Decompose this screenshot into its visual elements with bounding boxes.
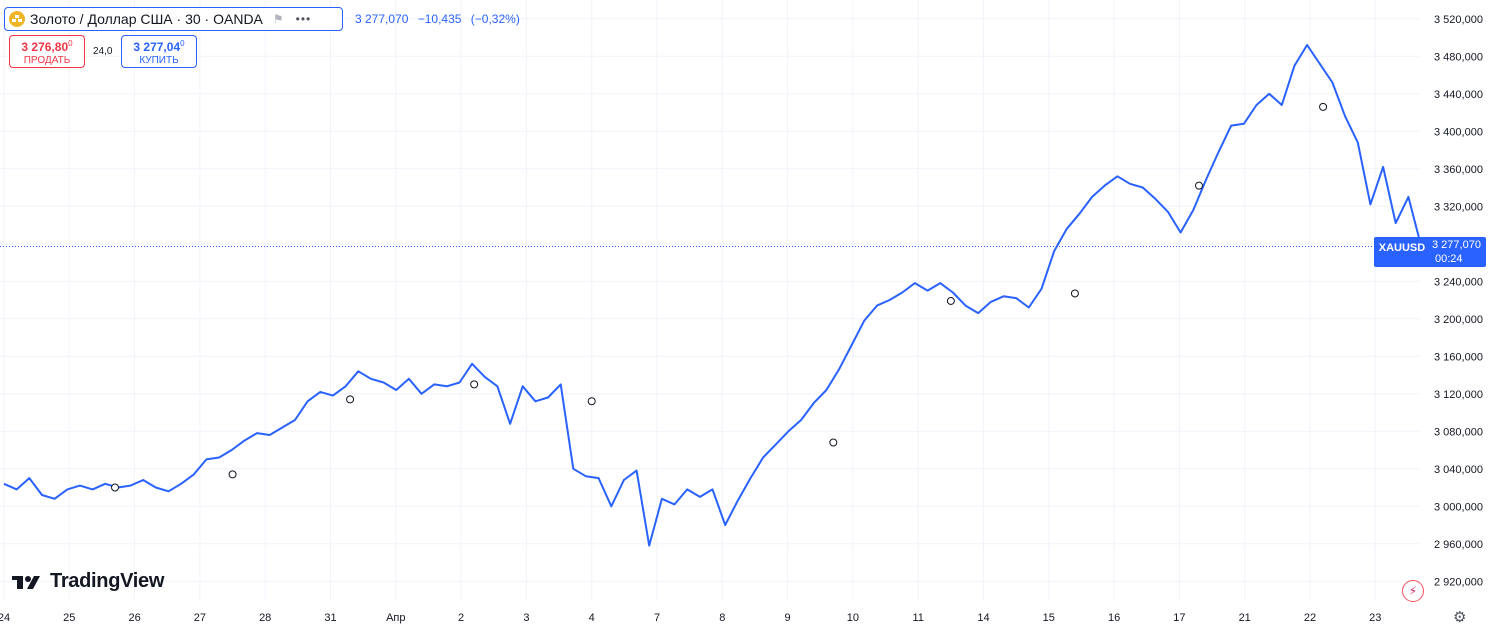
price-tick-label: 3 520,000 bbox=[1434, 14, 1483, 26]
time-tick-label: 23 bbox=[1369, 612, 1381, 624]
symbol-header[interactable]: Золото / Доллар США · 30 · OANDA ⚑ ••• bbox=[4, 7, 343, 31]
last-price: 3 277,070 bbox=[355, 12, 409, 26]
price-tick-label: 3 320,000 bbox=[1434, 201, 1483, 213]
event-marker bbox=[228, 470, 237, 479]
sell-price-fraction: 0 bbox=[68, 39, 73, 48]
time-tick-label: 9 bbox=[785, 612, 791, 624]
symbol-title: Золото / Доллар США · 30 · OANDA bbox=[30, 11, 263, 27]
price-tick-label: 3 080,000 bbox=[1434, 426, 1483, 438]
last-price-tag-value: 3 277,070 bbox=[1432, 239, 1481, 251]
gear-icon[interactable]: ⚙ bbox=[1453, 609, 1467, 626]
time-tick-label: 3 bbox=[523, 612, 529, 624]
price-line-series bbox=[3, 44, 1422, 547]
tradingview-logo-icon bbox=[12, 575, 40, 589]
event-marker bbox=[1194, 181, 1203, 190]
time-tick-label: 16 bbox=[1108, 612, 1120, 624]
time-tick-label: 25 bbox=[63, 612, 75, 624]
price-tick-label: 3 160,000 bbox=[1434, 351, 1483, 363]
buy-price-fraction: 0 bbox=[180, 39, 185, 48]
time-tick-label: 4 bbox=[589, 612, 595, 624]
last-price-tag-symbol: XAUUSD bbox=[1378, 242, 1426, 254]
sell-button[interactable]: 3 276,800 ПРОДАТЬ bbox=[9, 35, 85, 68]
price-tick-label: 3 400,000 bbox=[1434, 126, 1483, 138]
price-tick-label: 2 920,000 bbox=[1434, 576, 1483, 588]
time-tick-label: 22 bbox=[1304, 612, 1316, 624]
price-tick-label: 3 200,000 bbox=[1434, 314, 1483, 326]
flag-icon[interactable]: ⚑ bbox=[272, 12, 284, 26]
time-tick-label: Апр bbox=[386, 612, 405, 624]
time-tick-label: 2 bbox=[458, 612, 464, 624]
event-marker bbox=[470, 380, 479, 389]
more-icon[interactable]: ••• bbox=[295, 12, 312, 26]
price-tick-label: 3 440,000 bbox=[1434, 89, 1483, 101]
time-tick-label: 26 bbox=[128, 612, 140, 624]
time-tick-label: 21 bbox=[1239, 612, 1251, 624]
price-tick-label: 2 960,000 bbox=[1434, 539, 1483, 551]
event-marker bbox=[1070, 289, 1079, 298]
bolt-icon[interactable]: ⚡ bbox=[1402, 580, 1424, 602]
time-tick-label: 27 bbox=[194, 612, 206, 624]
price-change-percent: (−0,32%) bbox=[470, 12, 520, 26]
price-tick-label: 3 040,000 bbox=[1434, 464, 1483, 476]
time-tick-label: 11 bbox=[912, 612, 923, 624]
gold-coin-icon bbox=[9, 11, 25, 27]
time-tick-label: 28 bbox=[259, 612, 271, 624]
event-marker bbox=[946, 296, 955, 305]
time-tick-label: 8 bbox=[719, 612, 725, 624]
event-marker bbox=[346, 395, 355, 404]
buy-label: КУПИТЬ bbox=[139, 55, 179, 66]
price-tick-label: 3 240,000 bbox=[1434, 276, 1483, 288]
price-tick-label: 3 120,000 bbox=[1434, 389, 1483, 401]
tradingview-logo[interactable]: TradingView bbox=[12, 570, 164, 593]
buy-price: 3 277,04 bbox=[133, 40, 181, 54]
time-tick-label: 24 bbox=[0, 612, 10, 624]
sell-label: ПРОДАТЬ bbox=[23, 55, 71, 66]
time-axis[interactable]: 24 25 26 27 28 31 Апр 2 3 4 7 8 9 10 11 14 15 16 17 21 22 23 bbox=[0, 612, 1381, 624]
price-tick-label: 3 360,000 bbox=[1434, 164, 1483, 176]
quote-summary: 3 277,070 −10,435 (−0,32%) bbox=[355, 12, 526, 26]
time-tick-label: 7 bbox=[654, 612, 660, 624]
time-tick-label: 17 bbox=[1173, 612, 1185, 624]
spread-value: 24,0 bbox=[93, 46, 113, 57]
event-marker bbox=[587, 397, 596, 406]
event-marker bbox=[1319, 102, 1328, 111]
time-tick-label: 14 bbox=[977, 612, 989, 624]
chart-grid bbox=[0, 0, 1420, 600]
event-marker bbox=[829, 438, 838, 447]
candle-countdown: 00:24 bbox=[1435, 253, 1463, 265]
price-change: −10,435 bbox=[417, 12, 462, 26]
price-tick-label: 3 000,000 bbox=[1434, 501, 1483, 513]
event-markers[interactable] bbox=[111, 102, 1419, 492]
event-marker bbox=[111, 483, 120, 492]
buy-button[interactable]: 3 277,040 КУПИТЬ bbox=[121, 35, 197, 68]
tradingview-logo-text: TradingView bbox=[50, 570, 165, 592]
price-tick-label: 3 480,000 bbox=[1434, 51, 1483, 63]
time-tick-label: 10 bbox=[847, 612, 859, 624]
time-tick-label: 31 bbox=[324, 612, 336, 624]
last-price-tag bbox=[1374, 237, 1486, 267]
sell-price: 3 276,80 bbox=[21, 40, 69, 54]
time-tick-label: 15 bbox=[1043, 612, 1055, 624]
price-axis[interactable]: 3 520,000 3 480,000 3 440,000 3 400,000 3 36… bbox=[1434, 14, 1483, 589]
